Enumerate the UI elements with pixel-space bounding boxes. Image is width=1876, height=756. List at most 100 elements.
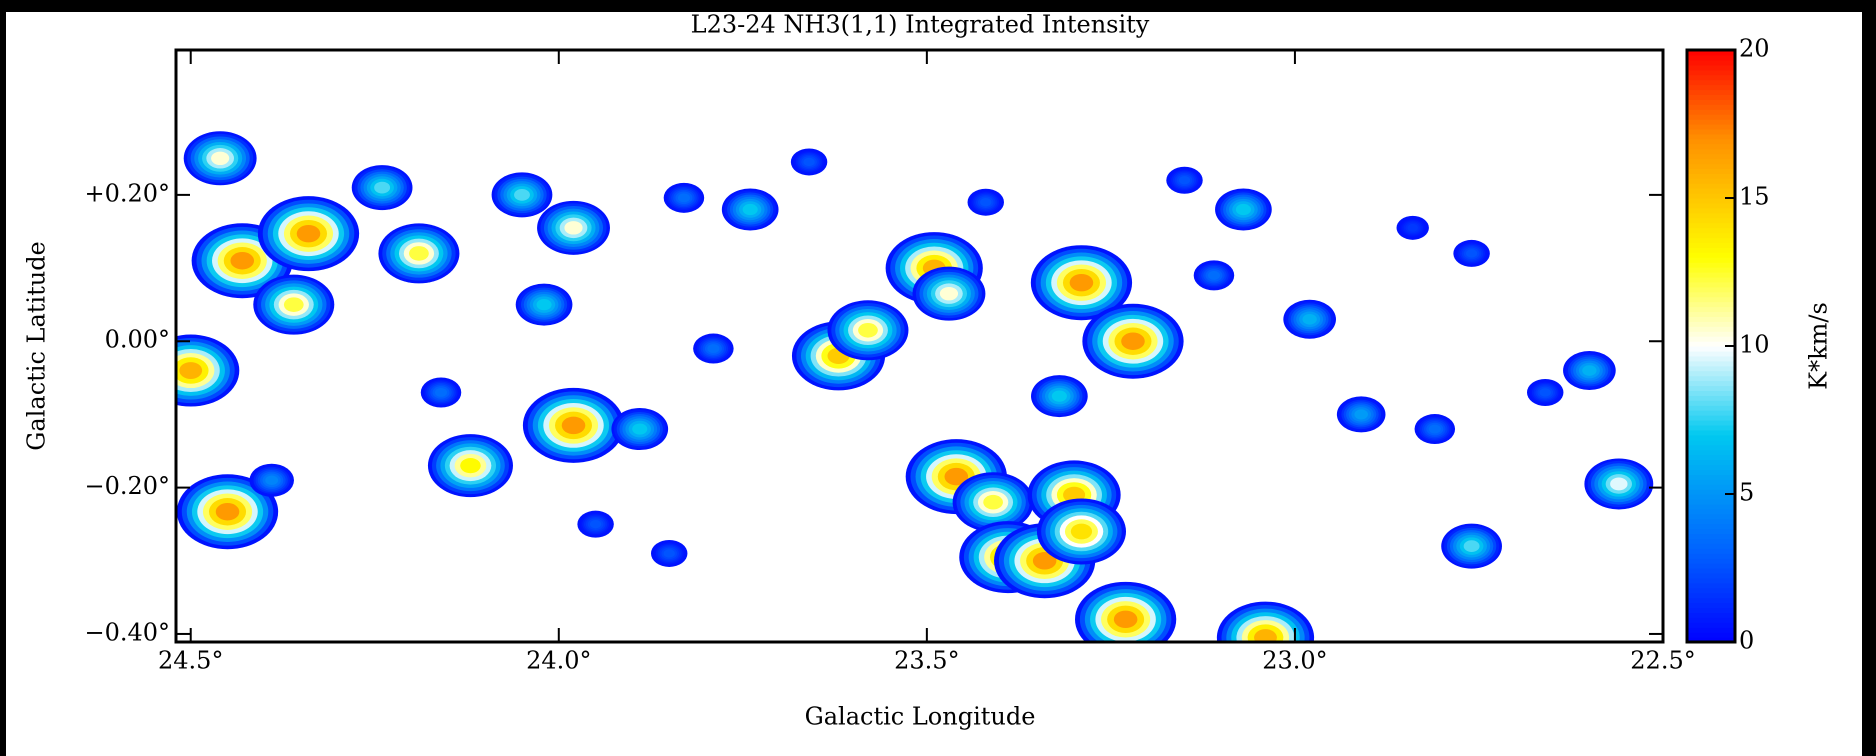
contour <box>1254 629 1277 642</box>
colorbar-step <box>1687 513 1735 520</box>
contour <box>1207 270 1220 280</box>
contour <box>939 286 959 301</box>
contour <box>803 157 815 167</box>
colorbar-step <box>1687 572 1735 579</box>
colorbar-step <box>1687 321 1735 327</box>
colorbar-step <box>1687 415 1735 421</box>
colorbar-step <box>1687 119 1735 125</box>
colorbar-tick-label: 5 <box>1739 479 1754 507</box>
colorbar-step <box>1687 262 1735 268</box>
colorbar-step <box>1687 222 1735 229</box>
colorbar-step <box>1687 79 1735 86</box>
colorbar-step <box>1687 202 1735 209</box>
colorbar-step <box>1687 331 1735 337</box>
colorbar-step <box>1687 247 1735 253</box>
y-tick-label: 0.00° <box>105 326 170 354</box>
colorbar-step <box>1687 148 1735 155</box>
emission-peak <box>1030 245 1133 321</box>
colorbar-step <box>1687 311 1735 317</box>
emission-peak <box>663 182 705 213</box>
colorbar-step <box>1687 183 1735 189</box>
emission-peak <box>249 463 294 497</box>
emission-peak <box>351 165 413 211</box>
colorbar-step <box>1687 69 1735 76</box>
colorbar-step <box>1687 558 1735 564</box>
colorbar-step <box>1687 232 1735 239</box>
colorbar-step <box>1687 424 1735 431</box>
emission-peak <box>1216 601 1315 642</box>
colorbar-step <box>1687 50 1735 56</box>
colorbar-step <box>1687 592 1735 599</box>
emission-peak <box>378 223 460 284</box>
contour <box>980 198 992 207</box>
colorbar-step <box>1687 385 1735 391</box>
y-tick-label: −0.40° <box>84 618 170 646</box>
colorbar-step <box>1687 178 1735 184</box>
colorbar-step <box>1687 622 1735 628</box>
colorbar-step <box>1687 405 1735 411</box>
emission-peak <box>1082 303 1184 379</box>
emission-peak <box>1215 188 1272 231</box>
colorbar-step <box>1687 474 1735 480</box>
contour <box>564 221 583 235</box>
colorbar-step <box>1687 291 1735 298</box>
x-tick-label: 22.5° <box>1630 647 1695 675</box>
colorbar-step <box>1687 395 1735 401</box>
emission-peak <box>1414 414 1456 445</box>
colorbar-step <box>1687 74 1735 81</box>
contour <box>1302 313 1317 325</box>
colorbar-step <box>1687 439 1735 446</box>
colorbar-step <box>1687 316 1735 322</box>
map-area <box>176 131 1654 642</box>
chart-title: L23-24 NH3(1,1) Integrated Intensity <box>691 11 1150 39</box>
colorbar-step <box>1687 459 1735 465</box>
colorbar-step <box>1687 267 1735 273</box>
emission-peak <box>1453 239 1490 267</box>
contour <box>707 344 720 354</box>
x-tick-label: 24.0° <box>526 647 591 675</box>
emission-peak <box>827 300 909 361</box>
colorbar-step <box>1687 543 1735 549</box>
contour <box>742 203 758 216</box>
colorbar-step <box>1687 533 1735 539</box>
colorbar-step <box>1687 563 1735 569</box>
contour <box>561 416 586 435</box>
colorbar-step <box>1687 104 1735 110</box>
colorbar-step <box>1687 281 1735 288</box>
contour <box>1069 273 1094 292</box>
colorbar-step <box>1687 350 1735 357</box>
colorbar-tick-label: 10 <box>1739 331 1770 359</box>
contour <box>1463 540 1480 553</box>
colorbar-step <box>1687 523 1735 530</box>
colorbar-step <box>1687 469 1735 475</box>
colorbar-step <box>1687 597 1735 604</box>
contour <box>374 181 391 194</box>
contour <box>1070 523 1093 540</box>
contour <box>434 388 448 397</box>
colorbar-step <box>1687 326 1735 332</box>
colorbar-step <box>1687 54 1735 61</box>
contour <box>179 362 203 379</box>
colorbar-step <box>1687 548 1735 554</box>
colorbar-step <box>1687 59 1735 66</box>
colorbar-step <box>1687 143 1735 150</box>
colorbar-step <box>1687 336 1735 342</box>
contour <box>1407 223 1418 232</box>
colorbar-step <box>1687 538 1735 544</box>
x-tick-label: 24.5° <box>158 647 223 675</box>
contour <box>296 224 321 243</box>
emission-peak <box>427 434 513 498</box>
colorbar-step <box>1687 163 1735 169</box>
emission-peak <box>491 172 553 218</box>
emission-peak <box>912 266 986 321</box>
colorbar-step <box>1687 627 1735 633</box>
emission-peak <box>1336 396 1386 433</box>
colorbar-step <box>1687 237 1735 243</box>
contour <box>944 467 969 486</box>
contour <box>409 246 429 261</box>
colorbar-step <box>1687 370 1735 377</box>
colorbar-step <box>1687 503 1735 510</box>
colorbar-step <box>1687 637 1735 643</box>
emission-peak <box>253 274 335 335</box>
